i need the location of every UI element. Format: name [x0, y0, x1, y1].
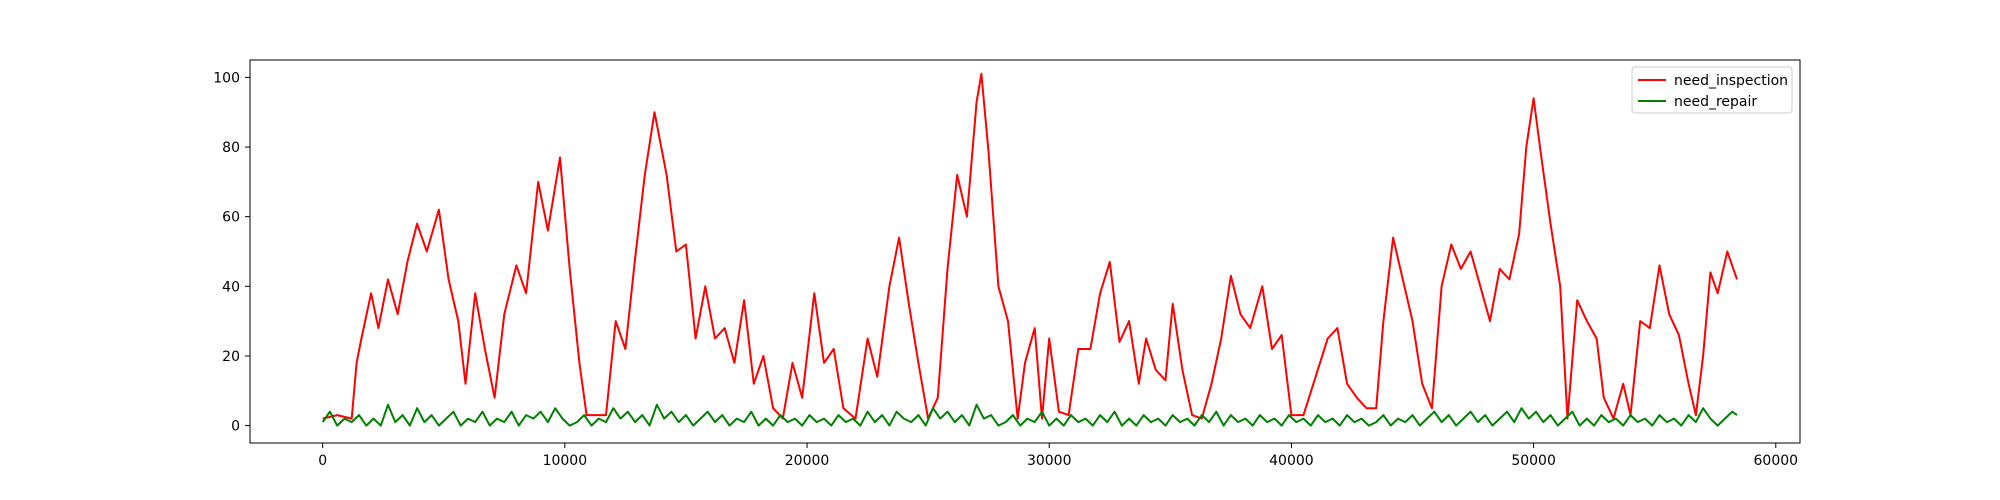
series-line-need-repair [321, 403, 1738, 427]
y-tick-label: 0 [231, 419, 240, 435]
plot-area [321, 72, 1738, 427]
legend: need_inspection need_repair [1631, 66, 1793, 114]
y-tick-label: 60 [222, 210, 240, 226]
legend-label-need-inspection: need_inspection [1674, 73, 1788, 89]
x-tick-label: 0 [318, 453, 327, 469]
y-tick-label: 100 [213, 70, 240, 86]
x-tick-label: 40000 [1269, 453, 1314, 469]
legend-label-need-repair: need_repair [1674, 94, 1757, 110]
axes-frame [249, 59, 1801, 444]
series-line-need-inspection [322, 72, 1738, 420]
x-tick-label: 10000 [543, 453, 588, 469]
x-tick-label: 60000 [1754, 453, 1799, 469]
x-tick-label: 50000 [1511, 453, 1556, 469]
y-tick-label: 20 [222, 349, 240, 365]
x-tick-label: 30000 [1027, 453, 1072, 469]
y-tick-label: 80 [222, 140, 240, 156]
legend-box [1631, 66, 1793, 114]
axes: 0 10000 20000 30000 40000 50000 60000 0 20 40 60 80… [213, 59, 1801, 469]
x-tick-label: 20000 [785, 453, 830, 469]
y-tick-label: 40 [222, 279, 240, 295]
